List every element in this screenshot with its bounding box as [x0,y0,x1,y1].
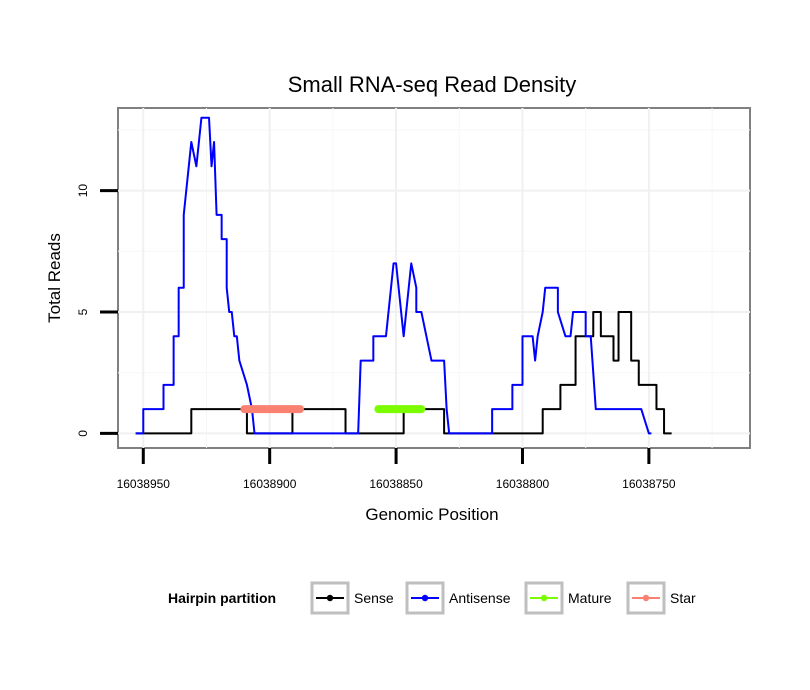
legend-item-label: Antisense [449,590,511,606]
x-tick-label: 16038950 [117,477,171,491]
legend-item-star: Star [626,581,696,615]
x-axis-title: Genomic Position [365,505,498,524]
legend-item-sense: Sense [310,581,394,615]
x-tick-label: 16038750 [622,477,676,491]
legend-items: Sense Antisense Mature Star [310,581,696,615]
plot-background [117,107,751,449]
series-layer [135,116,672,435]
y-axis-title: Total Reads [45,233,64,323]
y-tick-label: 0 [76,430,90,437]
legend-item-antisense: Antisense [405,581,511,615]
series-sense-line [135,311,672,435]
legend-item-label: Sense [354,590,394,606]
legend-item-mature: Mature [524,581,612,615]
grid-lines [118,108,750,448]
legend: Hairpin partition Sense Antisense Mature St… [168,581,696,615]
x-tick-label: 16038850 [369,477,423,491]
axes-layer: 16038950 16038900 16038850 16038800 16038750… [76,184,676,491]
legend-key-point [642,594,650,602]
chart-title: Small RNA-seq Read Density [288,72,577,97]
legend-key-point [326,594,334,602]
legend-key-point [540,594,548,602]
x-tick-label: 16038900 [243,477,297,491]
legend-title: Hairpin partition [168,590,276,606]
series-antisense-line [135,116,652,435]
x-tick-label: 16038800 [496,477,550,491]
legend-item-label: Star [670,590,696,606]
y-tick-label: 10 [76,184,90,198]
legend-key-point [421,594,429,602]
legend-item-label: Mature [568,590,612,606]
y-tick-label: 5 [76,308,90,315]
